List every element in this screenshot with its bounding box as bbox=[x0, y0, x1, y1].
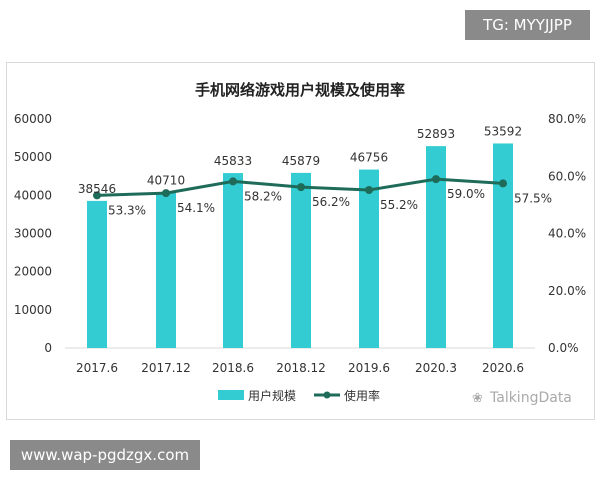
line-data-label: 53.3% bbox=[108, 203, 146, 217]
bar-data-label: 45879 bbox=[282, 154, 320, 168]
y-left-tick-label: 50000 bbox=[14, 150, 52, 164]
y-right-tick-label: 0.0% bbox=[548, 341, 579, 355]
line-data-label: 58.2% bbox=[244, 189, 282, 203]
bar-data-label: 46756 bbox=[350, 151, 388, 165]
x-tick-label: 2017.12 bbox=[141, 361, 191, 375]
bar bbox=[493, 143, 513, 348]
bar-data-label: 53592 bbox=[484, 124, 522, 138]
bar bbox=[223, 173, 243, 348]
x-tick-label: 2018.12 bbox=[276, 361, 326, 375]
line-point bbox=[229, 177, 237, 186]
bar bbox=[87, 200, 107, 348]
wechat-icon: ❀ bbox=[472, 391, 483, 406]
y-right-tick-label: 40.0% bbox=[548, 227, 586, 241]
line-point bbox=[365, 185, 373, 194]
legend-bar-swatch bbox=[218, 390, 244, 400]
legend-line-marker bbox=[323, 391, 331, 399]
chart-title: 手机网络游戏用户规模及使用率 bbox=[195, 81, 405, 99]
line-data-label: 55.2% bbox=[380, 198, 418, 212]
line-data-label: 59.0% bbox=[447, 187, 485, 201]
bar bbox=[156, 192, 176, 348]
x-tick-label: 2020.3 bbox=[415, 361, 457, 375]
bar bbox=[426, 146, 446, 348]
source-watermark: ❀ TalkingData bbox=[472, 390, 572, 406]
line-point bbox=[297, 183, 305, 192]
y-left-tick-label: 20000 bbox=[14, 265, 52, 279]
line-data-label: 56.2% bbox=[312, 195, 350, 209]
line-point bbox=[162, 189, 170, 198]
line-data-label: 57.5% bbox=[514, 191, 552, 205]
y-left-tick-label: 30000 bbox=[14, 227, 52, 241]
line-point bbox=[93, 191, 101, 200]
bar bbox=[359, 169, 379, 348]
bar-data-label: 45833 bbox=[214, 154, 252, 168]
bar bbox=[291, 172, 311, 348]
bar-data-label: 52893 bbox=[417, 127, 455, 141]
y-left-tick-label: 10000 bbox=[14, 303, 52, 317]
y-right-tick-label: 80.0% bbox=[548, 112, 586, 126]
watermark-top: TG: MYYJJPP bbox=[465, 10, 590, 40]
y-right-tick-label: 20.0% bbox=[548, 284, 586, 298]
legend-line-label: 使用率 bbox=[344, 388, 380, 403]
x-tick-label: 2017.6 bbox=[76, 361, 118, 375]
line-point bbox=[432, 175, 440, 184]
source-label: TalkingData bbox=[489, 390, 572, 406]
y-left-tick-label: 0 bbox=[44, 341, 52, 355]
y-left-tick-label: 40000 bbox=[14, 188, 52, 202]
x-tick-label: 2020.6 bbox=[482, 361, 524, 375]
x-tick-label: 2019.6 bbox=[348, 361, 390, 375]
legend-bar-label: 用户规模 bbox=[248, 388, 296, 403]
legend: 用户规模 使用率 bbox=[218, 388, 380, 403]
bar-data-label: 38546 bbox=[78, 182, 116, 196]
y-right-tick-label: 60.0% bbox=[548, 169, 586, 183]
y-left-tick-label: 60000 bbox=[14, 112, 52, 126]
bar-data-label: 40710 bbox=[147, 174, 185, 188]
watermark-bottom: www.wap-pgdzgx.com bbox=[10, 440, 200, 470]
line-point bbox=[499, 179, 507, 188]
line-data-label: 54.1% bbox=[177, 201, 215, 215]
x-tick-label: 2018.6 bbox=[212, 361, 254, 375]
